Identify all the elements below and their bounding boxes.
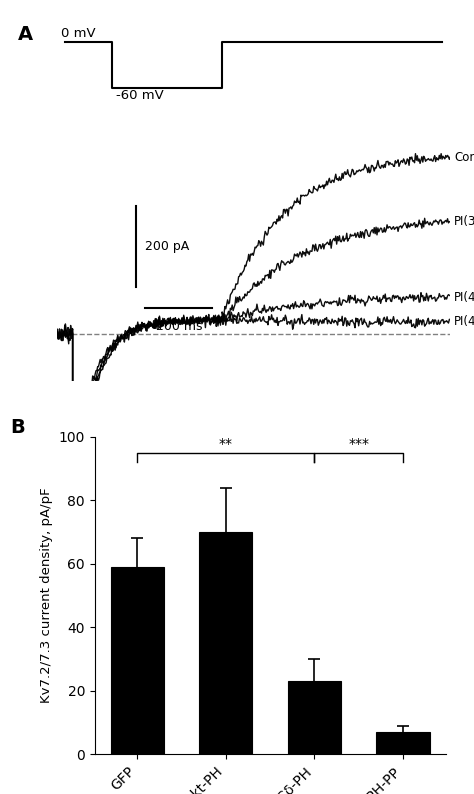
Text: 0 mV: 0 mV <box>61 28 95 40</box>
Bar <box>111 567 164 754</box>
Bar <box>376 732 429 754</box>
Bar <box>288 681 341 754</box>
Text: 200 pA: 200 pA <box>146 240 190 253</box>
Text: Control: Control <box>454 151 474 164</box>
Text: 200 ms: 200 ms <box>155 320 202 333</box>
Text: PI(4,5)P₂-binding: PI(4,5)P₂-binding <box>454 291 474 303</box>
Text: **: ** <box>219 437 233 451</box>
Bar <box>200 532 253 754</box>
Text: B: B <box>10 418 26 437</box>
Text: -60 mV: -60 mV <box>116 90 164 102</box>
Text: PI(3,4)P₂-binding: PI(3,4)P₂-binding <box>454 215 474 228</box>
Text: PI(4,5)P₂-degrading: PI(4,5)P₂-degrading <box>454 315 474 328</box>
Text: ***: *** <box>348 437 369 451</box>
Y-axis label: Kv7.2/7.3 current density, pA/pF: Kv7.2/7.3 current density, pA/pF <box>40 488 53 703</box>
Text: A: A <box>18 25 33 44</box>
